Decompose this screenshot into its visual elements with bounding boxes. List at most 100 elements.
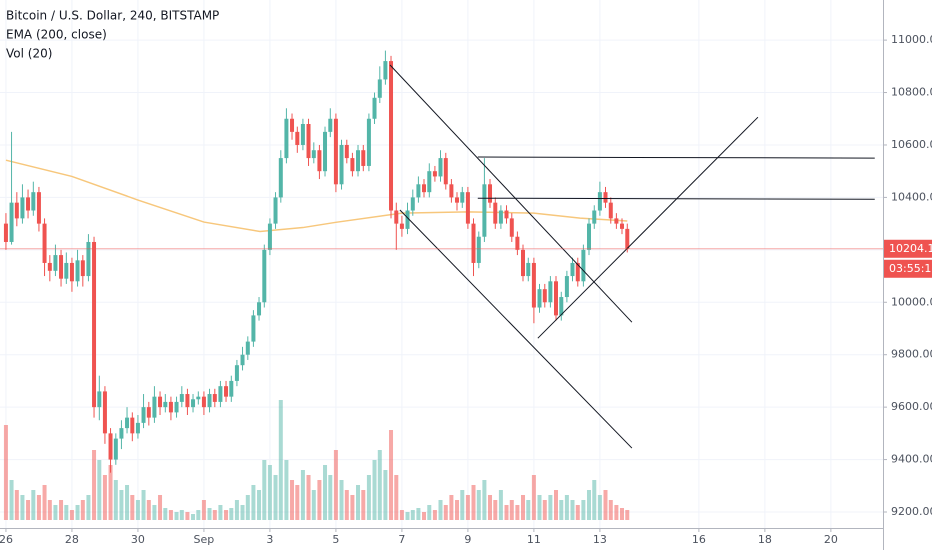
candle-body: [97, 391, 102, 408]
candle-body: [592, 210, 597, 224]
candle-body: [158, 396, 163, 408]
volume-bar: [405, 512, 410, 520]
ema-line: [5, 159, 628, 233]
candle-body: [174, 401, 179, 413]
countdown-box: [884, 259, 932, 278]
candle-body: [344, 144, 349, 159]
candle-body: [339, 144, 344, 185]
volume-bar: [113, 480, 118, 520]
volume-bar: [152, 505, 157, 520]
volume-bar: [14, 490, 19, 520]
x-tick-label: 3: [266, 533, 273, 546]
volume-bar: [257, 490, 262, 520]
y-tick-label: 9400.00: [891, 453, 932, 466]
volume-bar: [59, 500, 64, 520]
trend-line: [389, 64, 633, 323]
volume-bar: [86, 495, 91, 520]
volume-bar: [427, 505, 432, 520]
volume-bar: [344, 490, 349, 520]
candle-body: [20, 197, 25, 219]
volume-bar: [564, 495, 569, 520]
candle-body: [608, 202, 613, 219]
candle-body: [201, 396, 206, 408]
candle-body: [493, 202, 498, 224]
candle-body: [625, 228, 630, 249]
volume-bar: [240, 505, 245, 520]
candle-body: [311, 150, 316, 159]
trend-line: [537, 116, 759, 339]
candle-body: [262, 249, 267, 303]
volume-bar: [356, 485, 361, 520]
volume-bar: [410, 510, 415, 520]
candle-body: [455, 197, 460, 203]
volume-bar: [267, 465, 272, 520]
volume-bar: [102, 475, 107, 520]
candle-body: [191, 399, 196, 408]
legend-ema: EMA (200, close): [6, 28, 107, 42]
candle-body: [559, 297, 564, 316]
volume-bar: [3, 425, 8, 520]
volume-bar: [608, 500, 613, 520]
candle-body: [284, 118, 289, 159]
candle-body: [251, 315, 256, 342]
volume-bar: [212, 510, 217, 520]
volume-bar: [597, 495, 602, 520]
candle-body: [273, 197, 278, 224]
volume-bar: [300, 470, 305, 520]
candle-body: [471, 223, 476, 263]
candle-body: [290, 118, 295, 132]
volume-bar: [498, 490, 503, 520]
volume-bar: [350, 495, 355, 520]
x-tick-label: 28: [65, 533, 79, 546]
candle-body: [141, 407, 146, 423]
candle-body: [135, 422, 140, 434]
candle-body: [42, 223, 47, 263]
volume-bar: [174, 512, 179, 520]
grid: [0, 0, 883, 528]
candle-body: [64, 262, 69, 279]
candle-body: [465, 192, 470, 224]
candle-body: [328, 118, 333, 132]
candle-body: [92, 241, 97, 408]
candle-body: [399, 223, 404, 229]
volume-bar: [465, 495, 470, 520]
candle-body: [575, 262, 580, 282]
x-tick-label: 7: [398, 533, 405, 546]
volume-bar: [92, 450, 97, 520]
candle-body: [14, 202, 19, 219]
drawings: [0, 64, 883, 449]
last-price-label: 10204.12: [889, 242, 932, 255]
volume-bar: [31, 490, 36, 520]
volume-bar: [273, 475, 278, 520]
countdown-label: 03:55:12: [889, 262, 932, 275]
volume-bar: [361, 490, 366, 520]
candle-body: [295, 131, 300, 145]
volume-bar: [295, 485, 300, 520]
volume-bar: [531, 475, 536, 520]
volume-bar: [64, 505, 69, 520]
volume-bar: [306, 475, 311, 520]
candle-body: [59, 255, 64, 279]
volume-bar: [537, 495, 542, 520]
volume-bar: [526, 500, 531, 520]
candle-body: [586, 223, 591, 250]
volume-bar: [168, 510, 173, 520]
volume-bar: [42, 485, 47, 520]
candle-body: [31, 192, 36, 211]
legend-volume: Vol (20): [6, 47, 52, 61]
candle-body: [449, 184, 454, 198]
x-tick-label: 9: [464, 533, 471, 546]
candle-body: [416, 184, 421, 198]
candle-body: [619, 223, 624, 229]
volume-bar: [476, 490, 481, 520]
y-tick-label: 9600.00: [891, 400, 932, 413]
volume-bar: [471, 485, 476, 520]
candle-body: [207, 394, 212, 408]
x-tick-label: 18: [758, 533, 772, 546]
volume-bar: [130, 495, 135, 520]
volume-bar: [488, 495, 493, 520]
candle-body: [36, 192, 41, 224]
volume-bar: [586, 490, 591, 520]
volume-bar: [75, 505, 80, 520]
